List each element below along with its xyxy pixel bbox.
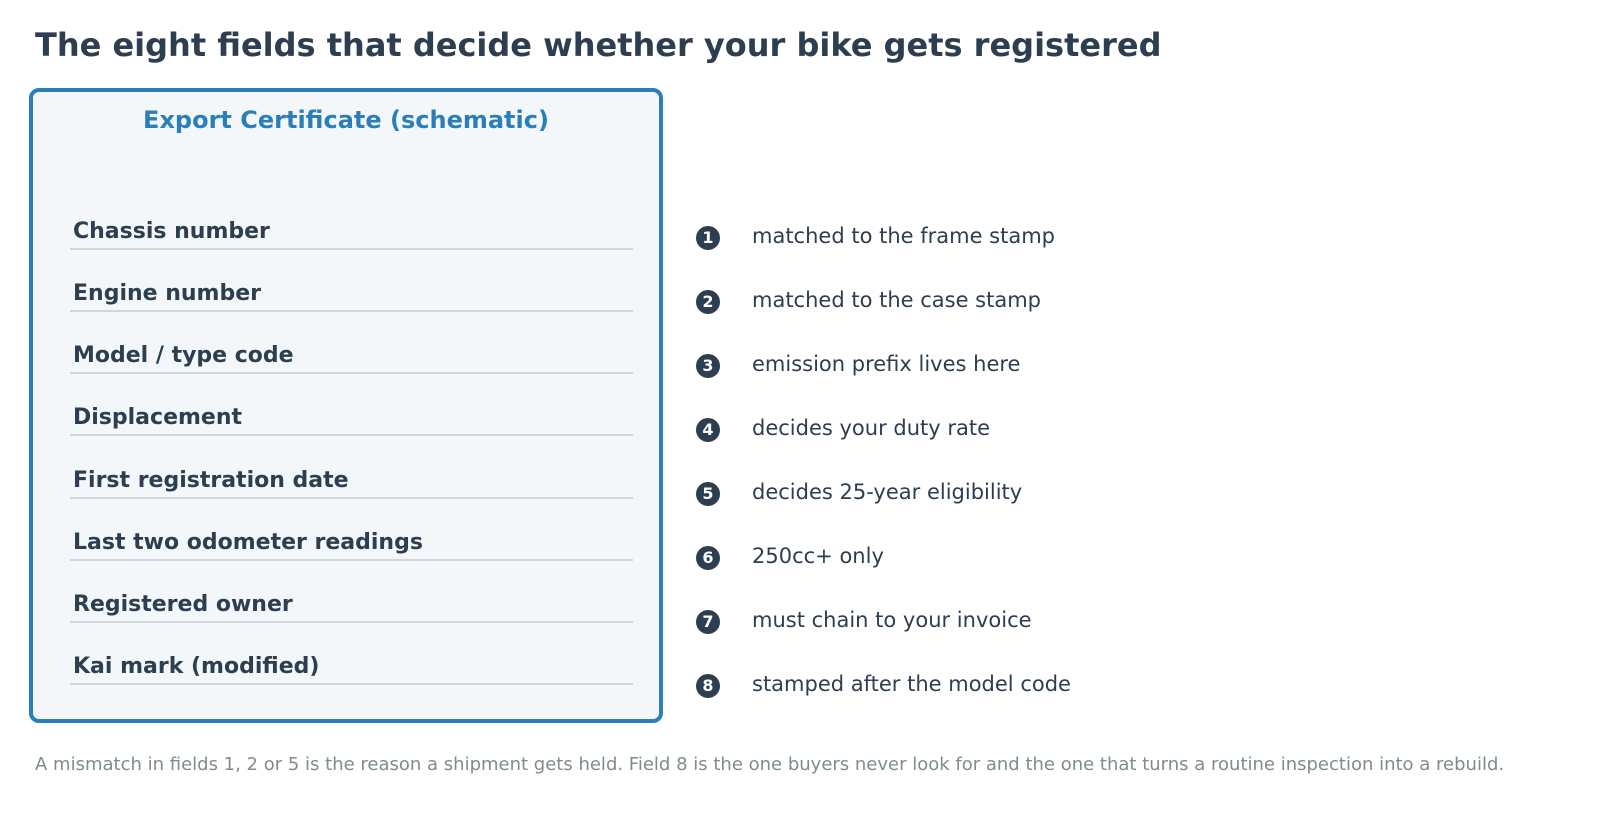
field-note-text: 250cc+ only <box>752 544 884 568</box>
field-note-6: 6 250cc+ only <box>696 543 1596 573</box>
footnote: A mismatch in fields 1, 2 or 5 is the re… <box>35 754 1505 775</box>
certificate-field-odometer-readings: Last two odometer readings <box>70 525 633 561</box>
field-label: Displacement <box>73 405 243 430</box>
field-note-8: 8 stamped after the model code <box>696 671 1596 701</box>
certificate-field-kai-mark: Kai mark (modified) <box>70 649 633 685</box>
number-badge: 5 <box>696 482 720 506</box>
certificate-field-chassis-number: Chassis number <box>70 214 633 250</box>
field-note-text: stamped after the model code <box>752 672 1071 696</box>
field-note-1: 1 matched to the frame stamp <box>696 223 1596 253</box>
number-badge: 8 <box>696 674 720 698</box>
number-badge: 4 <box>696 418 720 442</box>
page-title: The eight fields that decide whether you… <box>35 26 1162 64</box>
field-note-text: must chain to your invoice <box>752 608 1032 632</box>
number-badge: 6 <box>696 546 720 570</box>
field-label: Engine number <box>73 281 261 306</box>
field-note-text: matched to the frame stamp <box>752 224 1056 248</box>
field-note-3: 3 emission prefix lives here <box>696 351 1596 381</box>
certificate-field-first-registration-date: First registration date <box>70 463 633 499</box>
field-note-7: 7 must chain to your invoice <box>696 607 1596 637</box>
field-label: Chassis number <box>73 219 270 244</box>
number-badge: 7 <box>696 610 720 634</box>
field-note-2: 2 matched to the case stamp <box>696 287 1596 317</box>
number-badge: 2 <box>696 290 720 314</box>
field-label: Kai mark (modified) <box>73 654 320 679</box>
field-note-5: 5 decides 25-year eligibility <box>696 479 1596 509</box>
number-badge: 1 <box>696 226 720 250</box>
field-label: Registered owner <box>73 592 293 617</box>
field-note-text: decides 25-year eligibility <box>752 480 1023 504</box>
certificate-field-displacement: Displacement <box>70 400 633 436</box>
field-label: Model / type code <box>73 343 294 368</box>
field-note-text: emission prefix lives here <box>752 352 1021 376</box>
field-label: First registration date <box>73 468 349 493</box>
field-note-text: matched to the case stamp <box>752 288 1042 312</box>
certificate-field-registered-owner: Registered owner <box>70 587 633 623</box>
field-label: Last two odometer readings <box>73 530 423 555</box>
field-note-text: decides your duty rate <box>752 416 991 440</box>
certificate-field-model-type-code: Model / type code <box>70 338 633 374</box>
field-note-4: 4 decides your duty rate <box>696 415 1596 445</box>
certificate-heading: Export Certificate (schematic) <box>143 106 549 134</box>
export-certificate-panel: Export Certificate (schematic) Chassis n… <box>29 88 663 723</box>
number-badge: 3 <box>696 354 720 378</box>
certificate-field-engine-number: Engine number <box>70 276 633 312</box>
